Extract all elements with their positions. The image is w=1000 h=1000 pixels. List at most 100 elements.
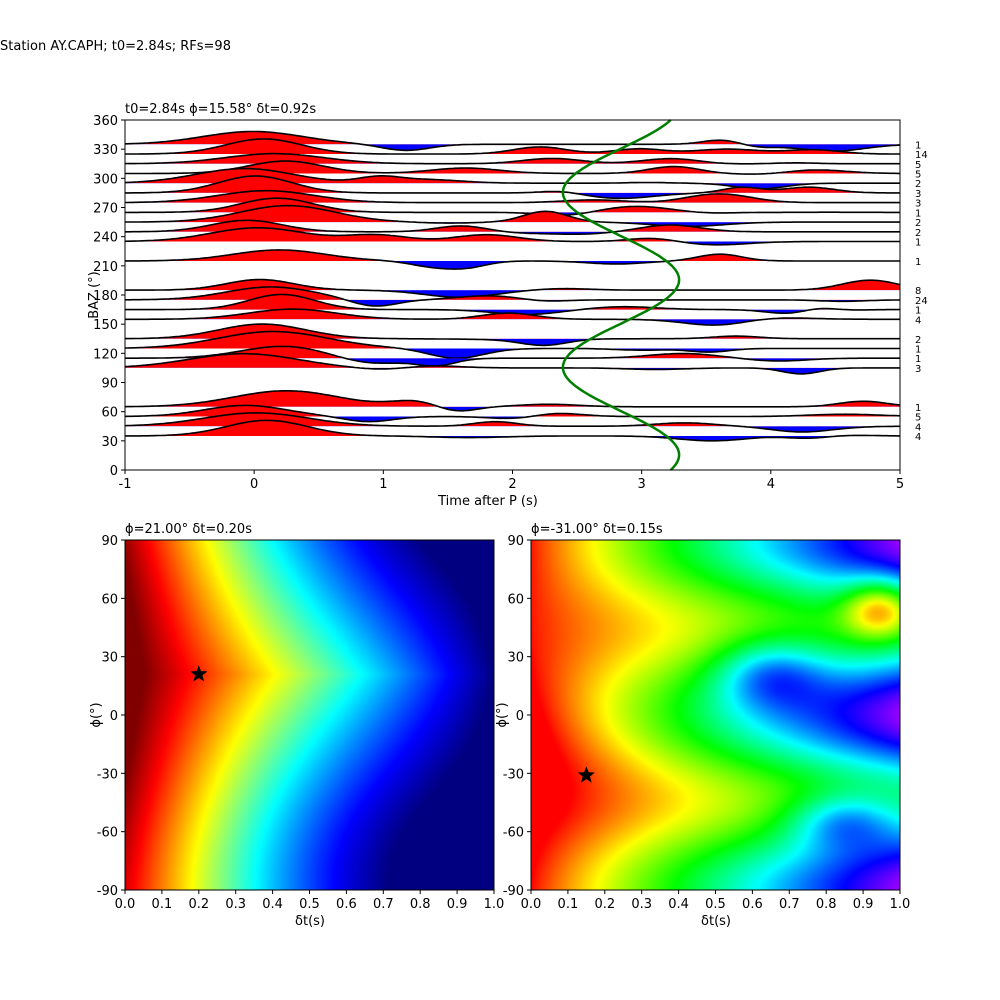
rf-x-tick-label: 1: [379, 477, 387, 492]
rf-y-tick-label: 210: [93, 260, 118, 275]
rf-bin-count: 3: [915, 199, 921, 210]
heatmap-y-tick-label: -60: [503, 826, 524, 841]
rf-y-axis-label: BAZ (°): [87, 271, 102, 319]
rf-trace-line: [125, 323, 900, 347]
rf-trace-positive-fill: [125, 161, 900, 174]
best-fit-star-icon: [190, 665, 208, 682]
rf-trace-negative-fill: [125, 319, 900, 326]
rf-trace-positive-fill: [125, 309, 900, 320]
heatmap-y-tick-label: -90: [503, 884, 524, 899]
rf-bin-count: 1: [915, 344, 921, 355]
rf-trace-positive-fill: [125, 420, 900, 436]
rf-trace-line: [125, 330, 900, 360]
heatmap-x-tick-label: 0.7: [779, 897, 800, 912]
rf-trace-line: [125, 308, 900, 326]
rf-bin-count: 1: [915, 306, 921, 317]
rf-trace-line: [125, 197, 900, 216]
rf-bin-count: 1: [915, 208, 921, 219]
rf-trace-positive-fill: [125, 227, 900, 242]
heatmap-x-tick-label: 0.3: [631, 897, 652, 912]
left-heatmap-title: ϕ=21.00° δt=0.20s: [125, 522, 252, 537]
heatmap-x-tick-label: 0.0: [115, 897, 136, 912]
rf-trace-positive-fill: [125, 279, 900, 291]
rf-trace-positive-fill: [125, 153, 900, 164]
heatmap-y-tick-label: 90: [101, 534, 118, 549]
rf-bin-count: 5: [915, 413, 921, 424]
rf-x-tick-label: 2: [508, 477, 516, 492]
rf-trace-negative-fill: [345, 299, 900, 306]
rf-trace-positive-fill: [125, 168, 900, 184]
rf-traces: [124, 130, 901, 442]
rf-trace-line: [124, 389, 901, 412]
heatmap-x-tick-label: 0.9: [447, 897, 468, 912]
rf-trace-positive-fill: [125, 205, 900, 223]
rf-x-tick-label: 0: [250, 477, 258, 492]
rf-trace-positive-fill: [125, 249, 900, 261]
rf-y-tick-label: 360: [93, 114, 118, 129]
grid-search-panel-left: ϕ=21.00° δt=0.20s 0.0 0.1 0.2 0.3 0.4 0.5 0.6 0…: [89, 522, 504, 929]
rf-trace-positive-fill: [125, 390, 900, 407]
rf-trace-positive-fill: [125, 190, 900, 203]
heatmap-y-tick-label: 0: [110, 709, 118, 724]
heatmap-x-tick-label: 0.5: [299, 897, 320, 912]
rf-bin-count: 1: [915, 354, 921, 365]
left-y-axis-label: ϕ(°): [89, 702, 104, 727]
rf-bin-count: 14: [915, 150, 928, 161]
rf-trace-positive-fill: [125, 294, 900, 310]
rf-y-tick-label: 0: [110, 464, 118, 479]
rf-trace-positive-fill: [125, 176, 900, 193]
heatmap-x-tick-label: 0.2: [594, 897, 615, 912]
rf-x-ticks: -1 0 1 2 3 4 5: [119, 470, 904, 492]
rf-bin-count: 5: [915, 169, 921, 180]
heatmap-x-tick-label: 0.4: [262, 897, 283, 912]
heatmap-y-tick-label: 60: [507, 592, 524, 607]
right-y-axis-label: ϕ(°): [495, 702, 510, 727]
heatmap-x-tick-label: 0.5: [705, 897, 726, 912]
left-x-axis-label: δt(s): [295, 914, 325, 929]
rf-bin-count: 1: [915, 238, 921, 249]
rf-y-tick-label: 180: [93, 289, 118, 304]
rf-trace-negative-fill: [413, 222, 900, 227]
rf-y-ticks: 0 30 60 90 120 150 180 210 240 270 300 330 360: [93, 114, 125, 479]
rf-bin-count: 4: [915, 432, 921, 443]
rf-bin-count: 1: [915, 403, 921, 414]
rf-trace-line: [124, 352, 900, 375]
heatmap-y-tick-label: 30: [101, 651, 118, 666]
rf-panel-title: t0=2.84s ϕ=15.58° δt=0.92s: [125, 102, 316, 117]
rf-trace-positive-fill: [125, 353, 900, 368]
rf-trace-line: [125, 345, 900, 367]
rf-trace-line: [125, 419, 900, 442]
rf-trace-positive-fill: [125, 324, 900, 339]
rf-trace-line: [125, 152, 900, 165]
rf-trace-line: [125, 189, 900, 204]
rf-y-tick-label: 150: [93, 318, 118, 333]
heatmap-x-tick-label: 0.1: [152, 897, 173, 912]
rf-trace-line: [125, 130, 901, 152]
figure-suptitle: Station AY.CAPH; t0=2.84s; RFs=98: [0, 39, 231, 54]
rf-y-tick-label: 60: [101, 406, 118, 421]
rf-trace-positive-fill: [125, 287, 900, 300]
rf-y-tick-label: 30: [101, 435, 118, 450]
rf-trace-line: [124, 404, 901, 423]
left-heatmap-image: [125, 540, 494, 890]
rf-trace-line: [125, 204, 900, 228]
heatmap-x-tick-label: 1.0: [890, 897, 911, 912]
rf-trace-line: [125, 278, 901, 299]
rf-trace-line: [125, 249, 900, 270]
heatmap-x-tick-label: 0.2: [188, 897, 209, 912]
heatmap-y-tick-label: 30: [507, 651, 524, 666]
rf-trace-line: [124, 167, 900, 190]
heatmap-y-tick-label: -30: [503, 767, 524, 782]
rf-x-tick-label: -1: [119, 477, 132, 492]
grid-search-panel-right: ϕ=-31.00° δt=0.15s 0.0 0.1 0.2 0.3 0.4 0.5 0.6…: [495, 522, 910, 929]
rf-trace-negative-fill: [125, 309, 900, 315]
heatmap-y-tick-label: -60: [97, 826, 118, 841]
rf-trace-line: [125, 160, 900, 175]
rf-trace-line: [125, 286, 901, 307]
heatmap-x-tick-label: 0.8: [410, 897, 431, 912]
rf-trace-line: [124, 227, 900, 246]
rf-x-axis-label: Time after P (s): [437, 494, 538, 509]
rf-bin-count: 3: [915, 364, 921, 375]
rf-bin-count: 8: [915, 286, 921, 297]
heatmap-x-tick-label: 0.1: [558, 897, 579, 912]
